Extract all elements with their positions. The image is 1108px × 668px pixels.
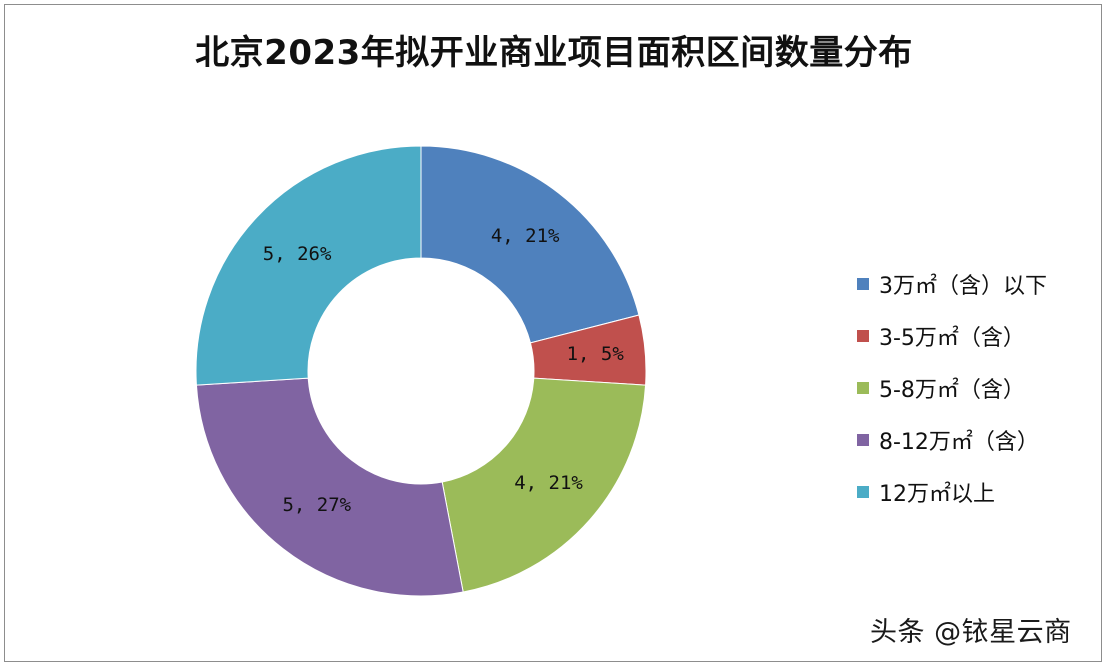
legend-item-0: 3万㎡（含）以下 [857,258,1097,310]
data-label-2: 4, 21% [514,472,583,494]
legend-label-1: 3-5万㎡（含） [879,326,1025,351]
legend-swatch-0 [857,278,869,290]
data-label-1: 1, 5% [567,343,625,365]
watermark-text: 头条 @铱星云商 [870,617,1072,648]
legend-swatch-1 [857,330,869,342]
data-label-0: 4, 21% [491,225,560,247]
legend-label-0: 3万㎡（含）以下 [879,274,1047,299]
legend-label-2: 5-8万㎡（含） [879,378,1025,403]
legend-swatch-4 [857,486,869,498]
data-label-4: 5, 26% [263,243,332,265]
donut-slice-3 [195,377,464,597]
legend-item-1: 3-5万㎡（含） [857,310,1097,362]
chart-title: 北京2023年拟开业商业项目面积区间数量分布 [195,33,913,73]
data-label-3: 5, 27% [282,494,351,516]
legend-swatch-2 [857,382,869,394]
legend-item-2: 5-8万㎡（含） [857,362,1097,414]
legend-item-4: 12万㎡以上 [857,466,1097,518]
donut-slice-2 [441,377,647,593]
legend-label-3: 8-12万㎡（含） [879,430,1039,455]
donut-slice-4 [195,145,422,386]
chart-legend: 3万㎡（含）以下 3-5万㎡（含） 5-8万㎡（含） 8-12万㎡（含） 12万… [857,258,1097,507]
legend-swatch-3 [857,434,869,446]
donut-slice-0 [420,145,640,344]
legend-item-3: 8-12万㎡（含） [857,414,1097,466]
legend-label-4: 12万㎡以上 [879,482,995,507]
